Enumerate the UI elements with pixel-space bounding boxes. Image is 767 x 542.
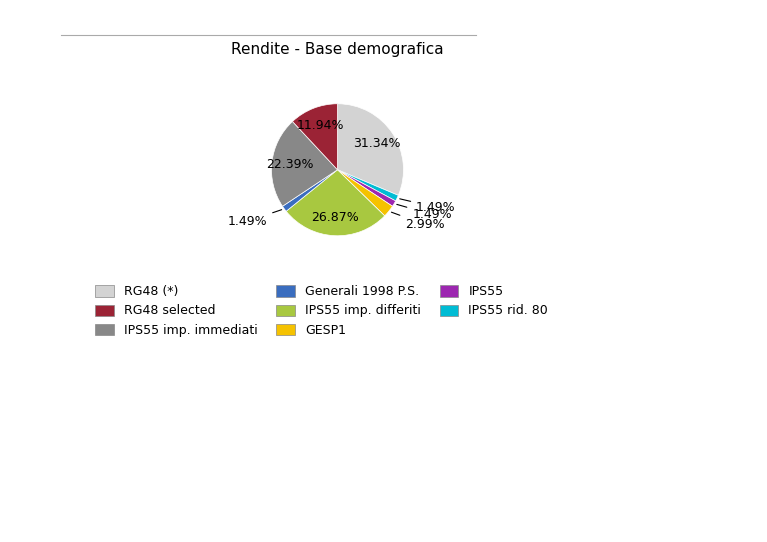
Text: 11.94%: 11.94% bbox=[296, 119, 344, 132]
Text: 1.49%: 1.49% bbox=[397, 204, 452, 221]
Text: 26.87%: 26.87% bbox=[311, 211, 359, 224]
Wedge shape bbox=[292, 104, 337, 170]
Legend: RG48 (*), RG48 selected, IPS55 imp. immediati, Generali 1998 P.S., IPS55 imp. di: RG48 (*), RG48 selected, IPS55 imp. imme… bbox=[90, 280, 553, 341]
Wedge shape bbox=[337, 170, 398, 201]
Wedge shape bbox=[282, 170, 337, 211]
Title: Rendite - Base demografica: Rendite - Base demografica bbox=[231, 42, 444, 57]
Wedge shape bbox=[272, 121, 337, 207]
Wedge shape bbox=[337, 170, 393, 216]
Text: 2.99%: 2.99% bbox=[391, 212, 445, 231]
Text: 1.49%: 1.49% bbox=[400, 199, 456, 214]
Text: 1.49%: 1.49% bbox=[228, 210, 281, 228]
Wedge shape bbox=[337, 170, 396, 207]
Wedge shape bbox=[286, 170, 385, 236]
Text: 22.39%: 22.39% bbox=[267, 158, 314, 171]
Text: 31.34%: 31.34% bbox=[354, 137, 401, 150]
Wedge shape bbox=[337, 104, 403, 195]
